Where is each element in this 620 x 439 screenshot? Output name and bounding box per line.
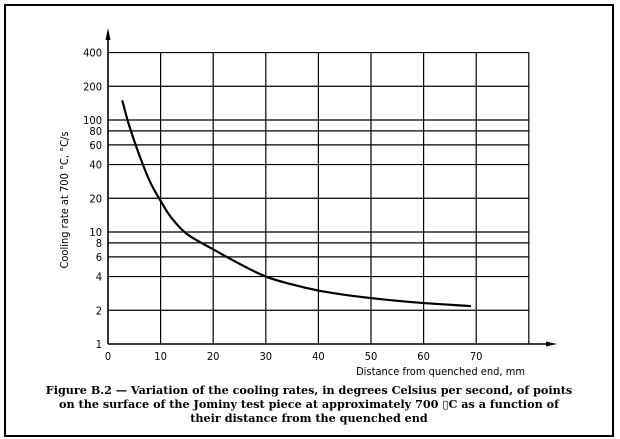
x-tick-label: 30 — [260, 350, 273, 363]
y-axis-label: Cooling rate at 700 °C, °C/s — [58, 131, 71, 268]
y-tick-label: 400 — [83, 47, 102, 60]
y-tick-label: 80 — [89, 125, 102, 138]
series — [121, 99, 472, 308]
y-tick-label: 20 — [89, 192, 102, 205]
x-tick-label: 50 — [365, 350, 378, 363]
x-tick-label: 70 — [470, 350, 483, 363]
x-tick-label: 40 — [312, 350, 325, 363]
y-tick-label: 200 — [83, 80, 102, 93]
y-tick-label: 40 — [89, 159, 102, 172]
caption-line: their distance from the quenched end — [190, 411, 428, 425]
y-tick-label: 10 — [89, 226, 102, 239]
figure-frame — [4, 4, 614, 437]
caption-line: Figure B.2 — Variation of the cooling ra… — [45, 383, 573, 397]
x-axis-label: Distance from quenched end, mm — [356, 365, 525, 378]
y-tick-label: 4 — [96, 271, 102, 284]
x-tick-label: 60 — [417, 350, 430, 363]
y-tick-label: 8 — [96, 237, 102, 250]
y-tick-label: 6 — [96, 251, 102, 264]
cooling-rate-curve — [121, 99, 472, 308]
x-tick-label: 0 — [105, 350, 111, 363]
y-axis-arrow — [105, 28, 111, 40]
y-tick-label: 100 — [83, 114, 102, 127]
figure-caption: Figure B.2 — Variation of the cooling ra… — [6, 383, 612, 425]
grid — [108, 51, 530, 344]
y-tick-label: 1 — [96, 338, 102, 351]
caption-line: on the surface of the Jominy test piece … — [59, 397, 559, 411]
y-tick-label: 2 — [96, 304, 102, 317]
x-axis-arrow — [546, 341, 557, 347]
x-tick-label: 10 — [154, 350, 167, 363]
axes — [105, 28, 557, 347]
y-tick-label: 60 — [89, 139, 102, 152]
x-tick-label: 20 — [207, 350, 220, 363]
